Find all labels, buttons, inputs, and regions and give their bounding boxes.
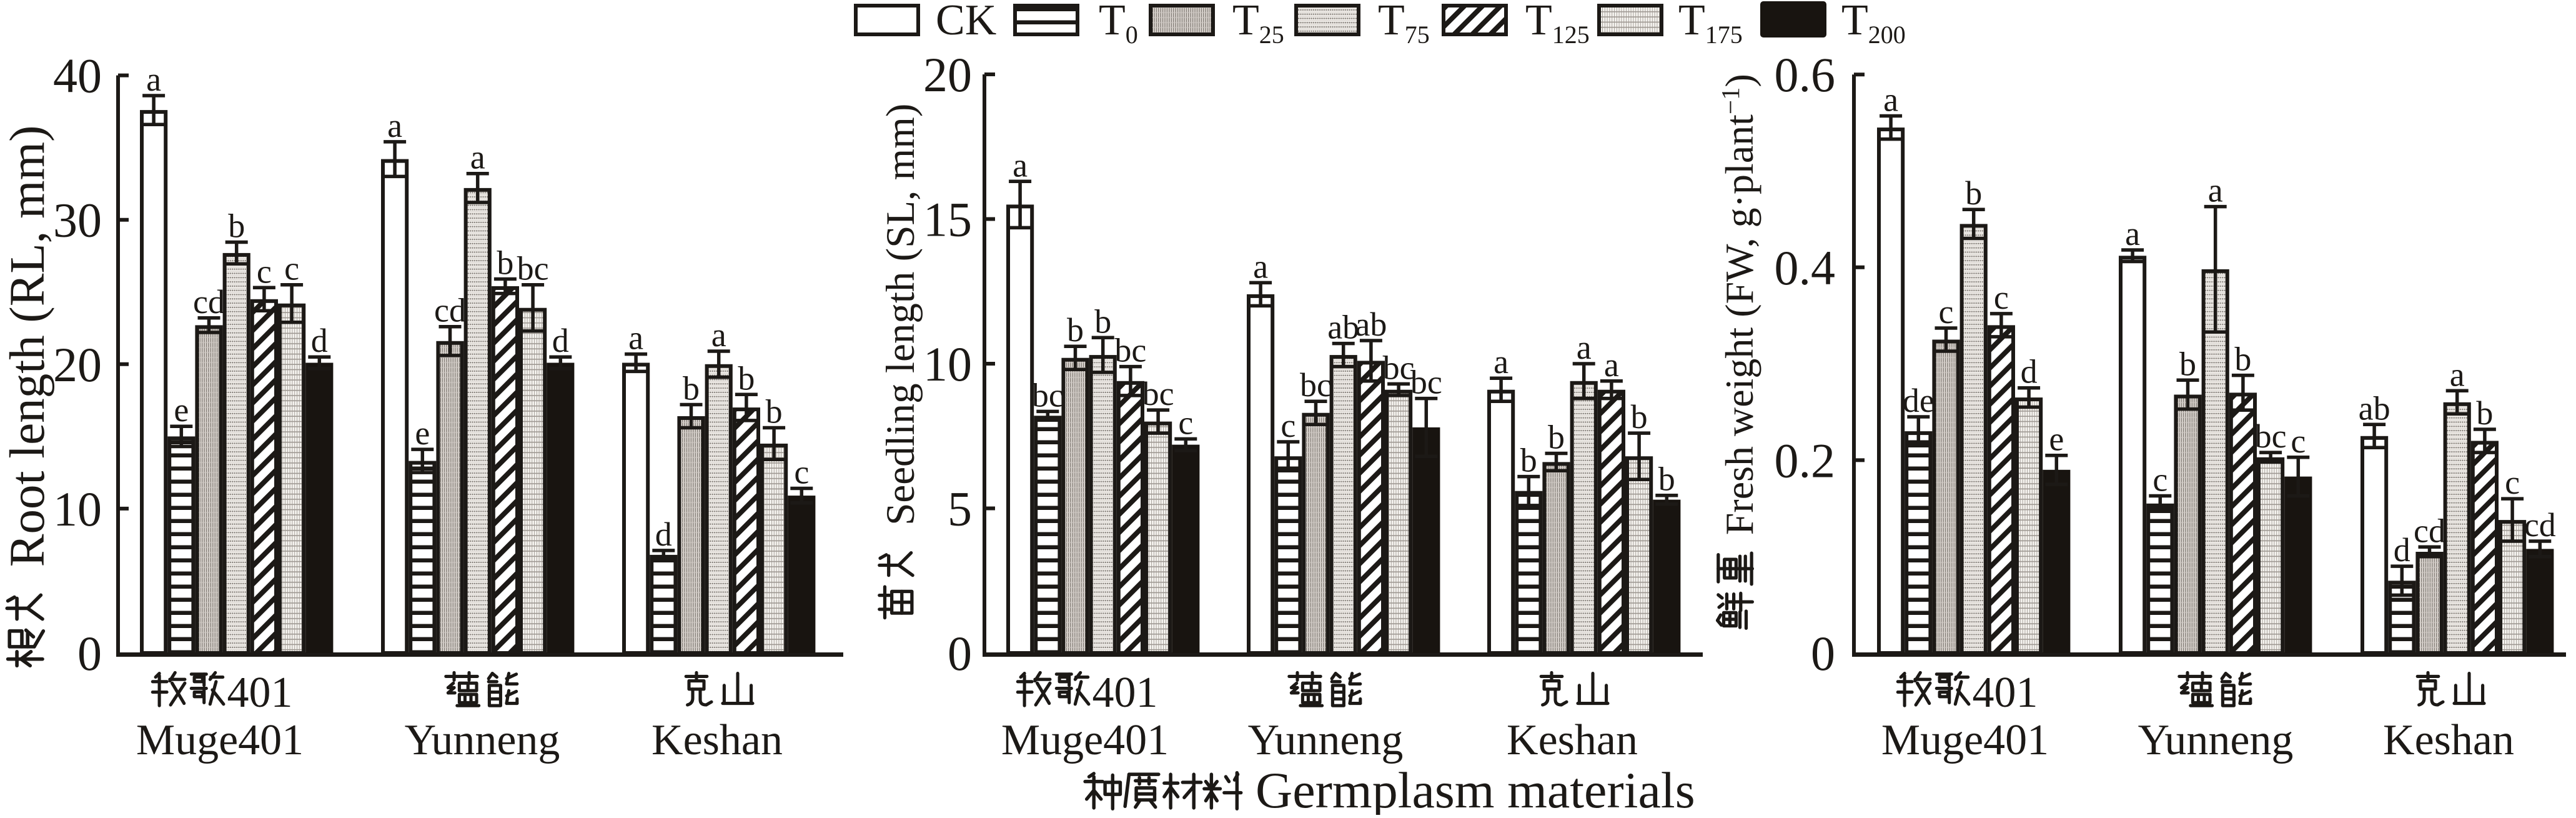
svg-text:10: 10 xyxy=(53,482,102,536)
svg-text:d: d xyxy=(2394,531,2410,569)
svg-text:Yunneng: Yunneng xyxy=(2138,716,2294,764)
svg-text:c: c xyxy=(2505,464,2520,501)
svg-text:401: 401 xyxy=(227,669,293,717)
svg-text:c: c xyxy=(1178,404,1193,441)
svg-text:bc: bc xyxy=(2255,417,2287,455)
svg-text:b: b xyxy=(228,207,245,245)
svg-text:cd: cd xyxy=(193,283,225,321)
svg-text:b: b xyxy=(1520,442,1537,479)
svg-text:Muge401: Muge401 xyxy=(136,716,304,764)
svg-text:ab: ab xyxy=(1327,309,1359,346)
svg-text:c: c xyxy=(1281,407,1295,444)
svg-text:b: b xyxy=(1658,461,1675,498)
svg-text:cd: cd xyxy=(434,292,466,329)
svg-text:a: a xyxy=(2125,215,2140,252)
svg-text:a: a xyxy=(1253,247,1268,285)
svg-text:0.4: 0.4 xyxy=(1775,241,1836,295)
svg-text:a: a xyxy=(628,319,643,357)
svg-text:0.2: 0.2 xyxy=(1775,433,1836,487)
svg-text:e: e xyxy=(174,391,189,429)
svg-text:a: a xyxy=(470,139,485,176)
svg-text:0: 0 xyxy=(1811,626,1835,681)
svg-text:c: c xyxy=(257,252,272,290)
svg-text:20: 20 xyxy=(923,47,972,102)
svg-text:b: b xyxy=(1548,419,1565,456)
svg-text:5: 5 xyxy=(948,482,972,536)
svg-text:bc: bc xyxy=(1300,366,1332,404)
svg-text:a: a xyxy=(146,61,161,98)
svg-text:b: b xyxy=(497,244,513,282)
svg-text:20: 20 xyxy=(53,337,102,392)
svg-text:Seedling length (SL, mm): Seedling length (SL, mm) xyxy=(878,104,923,526)
svg-text:40: 40 xyxy=(53,49,102,103)
svg-text:Keshan: Keshan xyxy=(1507,716,1638,764)
svg-text:0: 0 xyxy=(948,626,972,681)
svg-text:30: 30 xyxy=(53,193,102,247)
svg-text:d: d xyxy=(2021,353,2038,391)
svg-text:b: b xyxy=(2234,341,2251,378)
svg-text:cd: cd xyxy=(2414,512,2445,549)
svg-text:Yunneng: Yunneng xyxy=(1248,716,1404,764)
svg-text:b: b xyxy=(1067,311,1084,349)
svg-text:d: d xyxy=(311,322,328,359)
svg-text:b: b xyxy=(1965,174,1982,212)
svg-text:Muge401: Muge401 xyxy=(1881,716,2049,764)
svg-text:b: b xyxy=(766,393,783,431)
svg-text:b: b xyxy=(2179,345,2196,382)
svg-text:b: b xyxy=(1094,302,1111,340)
svg-text:ab: ab xyxy=(1355,306,1387,343)
svg-text:c: c xyxy=(2152,461,2167,499)
svg-text:bc: bc xyxy=(517,250,549,287)
svg-text:Germplasm materials: Germplasm materials xyxy=(1256,762,1695,815)
svg-text:d: d xyxy=(552,322,569,359)
svg-text:401: 401 xyxy=(1092,669,1158,717)
svg-text:0.6: 0.6 xyxy=(1775,47,1836,102)
svg-text:c: c xyxy=(1994,279,2009,316)
svg-text:bc: bc xyxy=(1114,332,1146,369)
svg-text:15: 15 xyxy=(923,192,972,247)
svg-text:b: b xyxy=(683,370,700,407)
svg-text:Keshan: Keshan xyxy=(651,716,783,764)
svg-text:bc: bc xyxy=(1410,364,1442,401)
svg-text:c: c xyxy=(1939,293,1954,331)
svg-text:401: 401 xyxy=(1973,669,2038,717)
svg-text:a: a xyxy=(2208,172,2223,209)
svg-text:ab: ab xyxy=(2359,389,2390,427)
svg-text:Fresh weight (FW, g·plant−1): Fresh weight (FW, g·plant−1) xyxy=(1716,74,1761,535)
svg-text:a: a xyxy=(387,107,402,144)
svg-text:Yunneng: Yunneng xyxy=(405,716,560,764)
svg-text:c: c xyxy=(794,454,809,491)
svg-text:a: a xyxy=(711,316,726,354)
svg-text:b: b xyxy=(2476,394,2493,432)
svg-text:d: d xyxy=(655,516,672,553)
svg-text:a: a xyxy=(1883,81,1898,119)
svg-text:bc: bc xyxy=(1383,349,1415,386)
svg-text:10: 10 xyxy=(923,337,972,391)
svg-text:b: b xyxy=(738,359,755,397)
svg-text:a: a xyxy=(1013,146,1028,184)
svg-text:e: e xyxy=(2049,421,2064,458)
svg-text:c: c xyxy=(284,250,299,287)
svg-text:cd: cd xyxy=(2524,506,2556,544)
svg-text:a: a xyxy=(1494,343,1508,381)
svg-text:b: b xyxy=(1631,398,1648,436)
svg-text:CK: CK xyxy=(936,0,996,44)
svg-text:de: de xyxy=(1903,382,1934,419)
svg-text:a: a xyxy=(1577,329,1592,366)
svg-text:0: 0 xyxy=(77,626,102,681)
svg-text:bc: bc xyxy=(1032,376,1064,414)
svg-text:Root length (RL, mm): Root length (RL, mm) xyxy=(1,126,55,567)
svg-text:bc: bc xyxy=(1142,375,1174,412)
svg-text:a: a xyxy=(1604,346,1619,384)
svg-text:c: c xyxy=(2291,422,2306,460)
svg-text:Keshan: Keshan xyxy=(2383,716,2514,764)
svg-text:e: e xyxy=(415,414,430,452)
svg-text:Muge401: Muge401 xyxy=(1001,716,1169,764)
svg-text:a: a xyxy=(2450,356,2465,393)
